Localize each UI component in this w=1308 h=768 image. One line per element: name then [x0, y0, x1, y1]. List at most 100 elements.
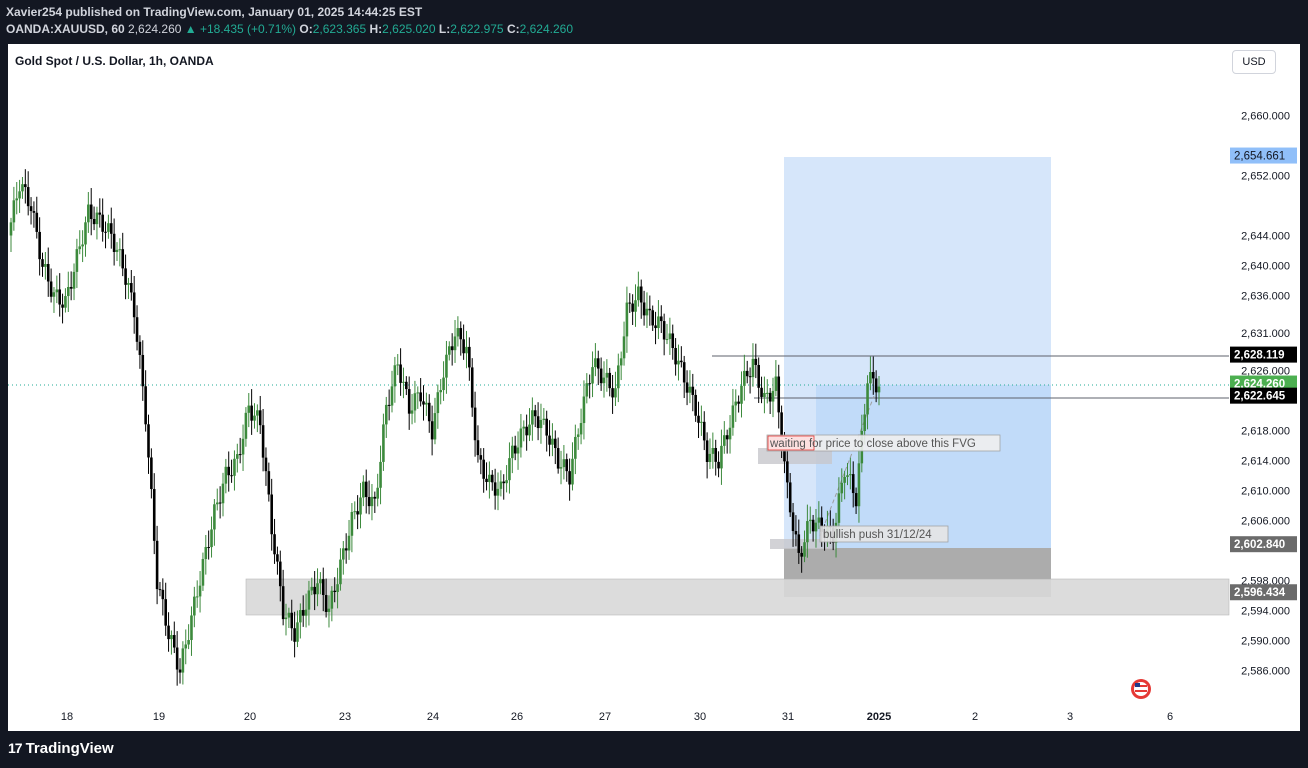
candle-body: [373, 496, 377, 499]
us-flag-icon[interactable]: [1131, 679, 1151, 699]
candle: [52, 287, 56, 313]
candle-body: [353, 511, 357, 513]
candle: [525, 414, 528, 451]
price-label: 2,624.260: [128, 22, 182, 36]
y-tick-label: 2,610.000: [1241, 486, 1290, 498]
candle-body: [542, 418, 546, 420]
candle: [141, 340, 145, 401]
candle-body: [869, 372, 872, 384]
price-label-bg: [1230, 536, 1297, 553]
candle-body: [104, 231, 107, 233]
candle: [72, 263, 76, 301]
candle: [728, 415, 732, 454]
candle: [748, 367, 752, 394]
candle-body: [342, 548, 345, 560]
candle-body: [261, 425, 265, 458]
candle: [130, 270, 133, 301]
candle: [336, 567, 339, 609]
candle-body: [405, 381, 408, 390]
low-key: L:: [438, 22, 451, 36]
candle-body: [402, 381, 405, 383]
chart-svg[interactable]: waiting for price to close above this FV…: [8, 44, 1300, 731]
candle: [104, 221, 107, 249]
candle: [427, 394, 431, 433]
candle: [304, 593, 308, 628]
candle: [559, 450, 563, 485]
candle-body: [144, 386, 147, 425]
candle-body: [619, 358, 623, 366]
candle-body: [877, 386, 881, 393]
candle: [849, 457, 852, 490]
candle-body: [399, 364, 402, 383]
candle-body: [284, 617, 288, 620]
candle: [327, 595, 331, 628]
candle: [757, 357, 760, 403]
candle-body: [470, 367, 474, 408]
candle: [396, 354, 400, 376]
candle-body: [347, 535, 351, 551]
candle-body: [158, 589, 162, 591]
candle: [210, 516, 213, 558]
candle: [78, 230, 82, 255]
candle-body: [138, 341, 142, 355]
candle-body: [768, 392, 772, 402]
candle-body: [95, 212, 99, 225]
x-tick-label: 2: [972, 711, 978, 723]
candle-body: [241, 438, 245, 455]
candle: [628, 293, 632, 313]
candle-body: [745, 370, 749, 377]
currency-button[interactable]: USD: [1232, 50, 1276, 74]
candle-body: [35, 212, 39, 232]
candle-body: [187, 640, 190, 645]
chart-area[interactable]: waiting for price to close above this FV…: [8, 44, 1300, 731]
candle-body: [697, 415, 700, 423]
price-label: 2,596.434: [1234, 587, 1286, 599]
candle: [115, 242, 119, 261]
candle: [405, 376, 408, 396]
candle: [743, 354, 746, 401]
candle-body: [723, 435, 726, 446]
candle: [651, 305, 654, 331]
candle: [697, 401, 700, 439]
candle: [717, 451, 720, 478]
candle-body: [849, 474, 852, 476]
candle: [244, 407, 248, 447]
candle: [694, 389, 697, 422]
candle: [702, 411, 706, 451]
candle: [465, 330, 468, 369]
candle-body: [536, 416, 540, 429]
candle: [241, 424, 245, 471]
candle: [61, 293, 64, 324]
candle-body: [109, 223, 113, 234]
candle: [723, 421, 726, 454]
change-label: ▲ +18.435 (+0.71%): [184, 22, 297, 36]
candle-body: [857, 463, 861, 507]
candle-body: [645, 308, 649, 316]
candle-body: [702, 421, 706, 441]
candle-body: [585, 383, 589, 397]
candle-body: [244, 412, 248, 439]
candle-body: [52, 292, 56, 297]
candle-body: [430, 421, 434, 440]
y-tick-label: 2,640.000: [1241, 261, 1290, 273]
entry-highlight-zone: [816, 385, 1051, 548]
candle-body: [657, 316, 660, 329]
candle: [786, 445, 789, 499]
candle-body: [565, 459, 569, 472]
candle: [545, 410, 548, 452]
tradingview-logo[interactable]: 17 TradingView: [8, 740, 114, 757]
candle-body: [774, 376, 778, 391]
candle-body: [488, 474, 491, 483]
candle-body: [468, 346, 471, 368]
candle-body: [602, 377, 606, 384]
candle-body: [456, 328, 460, 337]
candle-body: [195, 596, 199, 598]
candle-body: [287, 612, 291, 618]
candle-body: [594, 358, 597, 368]
candle-body: [502, 481, 506, 484]
candle-body: [651, 310, 654, 326]
candle: [871, 356, 875, 395]
push-annotation-text: bullish push 31/12/24: [823, 529, 932, 541]
candle-body: [170, 635, 173, 640]
candle: [250, 389, 253, 435]
